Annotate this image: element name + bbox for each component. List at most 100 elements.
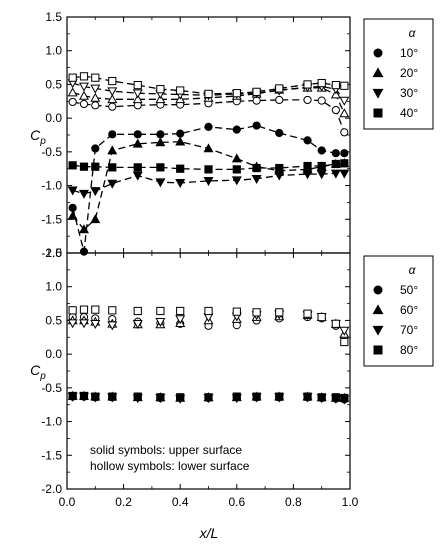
top-data-point: [90, 187, 101, 197]
bottom-data-point: [204, 393, 213, 402]
top-data-point: [274, 171, 285, 181]
top-y-tick-label: -2.0: [41, 246, 62, 260]
bottom-data-point: [303, 309, 312, 318]
top-data-point: [331, 149, 340, 158]
top-data-point: [303, 95, 312, 105]
top-data-point: [90, 214, 101, 224]
top-legend-marker: [373, 48, 383, 58]
top-data-point: [340, 81, 349, 90]
top-series-7: [68, 72, 349, 98]
top-data-point: [303, 80, 312, 89]
x-tick-label: 0.0: [59, 495, 76, 509]
top-data-point: [303, 136, 312, 145]
bottom-data-point: [232, 307, 241, 316]
marks-layer: [67, 72, 350, 405]
top-data-point: [317, 96, 326, 105]
top-series-1: [68, 95, 349, 137]
top-y-tick-label: -1.0: [41, 179, 62, 193]
top-data-point: [251, 175, 262, 184]
top-legend-label: 30°: [400, 86, 418, 100]
top-series-4: [67, 169, 350, 199]
bottom-y-tick-label: 1.5: [45, 246, 62, 260]
top-data-point: [317, 78, 326, 88]
bottom-data-point: [252, 392, 261, 401]
top-legend-marker: [372, 88, 384, 99]
top-data-point: [252, 163, 261, 173]
bottom-y-tick-label: -1.5: [41, 448, 62, 462]
bottom-data-point: [108, 306, 117, 315]
top-data-point: [78, 224, 89, 234]
top-data-point: [155, 178, 166, 188]
top-data-point: [107, 87, 118, 97]
top-y-axis-label-sub: p: [39, 136, 46, 147]
top-data-point: [330, 169, 341, 179]
bottom-y-tick-label: 0.0: [45, 347, 62, 361]
top-y-tick-label: -1.5: [41, 212, 62, 226]
bottom-data-point: [79, 305, 89, 314]
bottom-data-point: [176, 306, 185, 316]
bottom-y-axis-label-sub: p: [39, 371, 46, 382]
top-series-6: [68, 159, 349, 174]
top-data-point: [316, 170, 327, 180]
top-data-point: [108, 76, 117, 86]
top-y-tick-label: -0.5: [41, 145, 62, 159]
bottom-legend-label: 60°: [400, 303, 418, 317]
top-data-point: [232, 89, 241, 98]
bottom-data-point: [155, 317, 166, 327]
bottom-y-tick-label: -2.0: [41, 482, 62, 496]
top-data-point: [107, 145, 118, 155]
top-data-point: [339, 108, 350, 118]
bottom-data-point: [91, 305, 100, 314]
top-data-point: [68, 161, 77, 170]
bottom-data-point: [78, 319, 89, 329]
top-data-point: [156, 85, 165, 94]
top-data-point: [204, 165, 213, 174]
legends-layer: α 10° 20° 30° 40° α 50° 60° 70° 80°: [363, 18, 434, 367]
top-data-point: [331, 81, 340, 90]
top-data-point: [340, 159, 349, 168]
bottom-data-point: [204, 306, 213, 316]
axes-layer: 1.51.00.50.0-0.5-1.0-1.5-2.01.51.00.50.0…: [41, 10, 358, 509]
top-y-tick-label: 1.0: [45, 44, 62, 58]
x-tick-label: 0.8: [285, 495, 302, 509]
top-data-point: [176, 129, 185, 138]
bottom-y-axis-label: Cp: [30, 362, 46, 382]
bottom-data-point: [67, 319, 78, 329]
top-data-point: [339, 169, 350, 179]
top-data-point: [203, 143, 214, 153]
top-data-point: [204, 122, 213, 132]
top-data-point: [90, 92, 101, 102]
top-data-point: [68, 73, 77, 82]
bottom-data-point: [68, 391, 77, 401]
top-legend-label: 20°: [400, 66, 418, 80]
x-tick-label: 0.2: [115, 495, 132, 509]
bottom-y-axis-label-base: C: [30, 362, 41, 378]
bottom-data-point: [176, 393, 185, 402]
top-data-point: [78, 90, 89, 100]
bottom-data-point: [156, 306, 165, 316]
top-data-point: [79, 72, 89, 81]
top-data-point: [91, 144, 100, 153]
bottom-series-7: [68, 305, 349, 347]
top-data-point: [176, 164, 185, 173]
top-data-point: [175, 179, 186, 189]
bottom-legend-marker: [372, 325, 384, 336]
top-data-point: [204, 89, 213, 98]
top-data-point: [303, 161, 312, 171]
bottom-data-point: [132, 319, 143, 329]
bottom-legend-marker: [373, 285, 383, 295]
top-data-point: [175, 136, 186, 146]
top-data-point: [91, 73, 100, 82]
x-tick-label: 0.6: [228, 495, 245, 509]
bottom-data-point: [108, 392, 117, 401]
bottom-y-tick-label: -1.0: [41, 415, 62, 429]
top-data-point: [108, 102, 117, 111]
top-data-point: [90, 84, 101, 94]
bottom-y-tick-label: 1.0: [45, 280, 62, 294]
top-legend-marker: [372, 67, 384, 78]
top-data-point: [252, 87, 261, 96]
bottom-data-point: [79, 391, 89, 401]
top-data-point: [133, 81, 142, 90]
top-legend-label: 40°: [400, 106, 418, 120]
